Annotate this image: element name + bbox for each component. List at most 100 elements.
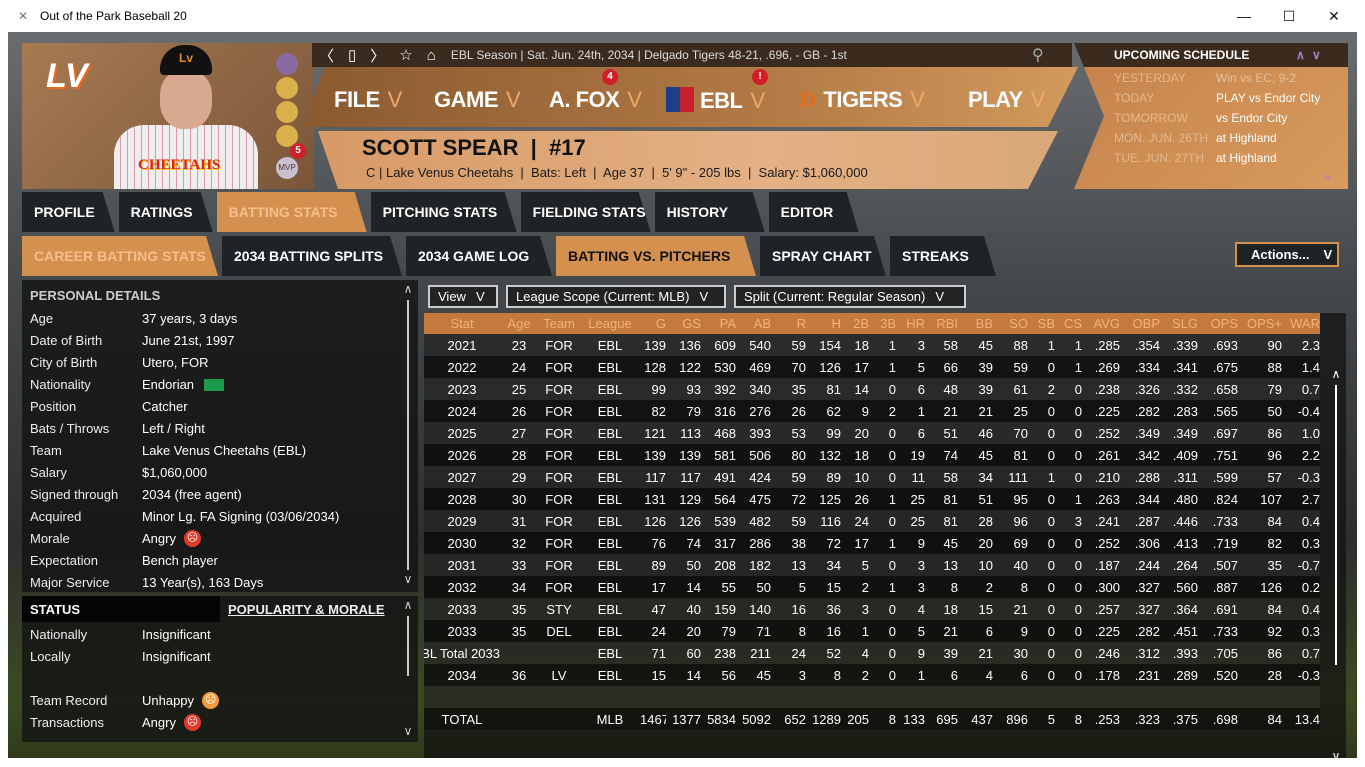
table-row[interactable] xyxy=(424,686,1320,708)
table-row[interactable]: 2032 34 FOR EBL 17 14 55 50 5 15 2 1 3 8 2 8 0 0.300.327.… xyxy=(424,576,1320,598)
column-header[interactable]: SLG xyxy=(1160,313,1198,334)
tab-history[interactable]: HISTORY xyxy=(655,192,765,232)
schedule-row[interactable]: MON. JUN. 26TH at Highland xyxy=(1114,131,1277,145)
table-row[interactable]: 2033 35 STY EBL 47 40 159 140 16 36 3 0 4 18 15 21 0 0.25… xyxy=(424,598,1320,620)
column-header[interactable]: Team xyxy=(538,313,580,334)
menu-league[interactable]: EBL V xyxy=(666,87,765,113)
table-row[interactable]: 2022 24 FOR EBL 128 122 530 469 70 126 17 1 5 66 39 59 0… xyxy=(424,356,1320,378)
view-dropdown[interactable]: View V xyxy=(428,285,498,308)
table-row[interactable]: 2031 33 FOR EBL 89 50 208 182 13 34 5 0 3 13 10 40 0 0.18… xyxy=(424,554,1320,576)
column-header[interactable]: WAR xyxy=(1282,313,1320,334)
scroll-down-icon[interactable]: ∨ xyxy=(1312,48,1321,62)
back-icon[interactable]: 〈 xyxy=(319,47,335,65)
tab-editor[interactable]: EDITOR xyxy=(769,192,859,232)
minimize-button[interactable]: — xyxy=(1237,8,1251,24)
column-header[interactable]: G xyxy=(640,313,666,334)
subtab-streaks[interactable]: STREAKS xyxy=(890,236,996,276)
column-header[interactable]: OPS xyxy=(1198,313,1238,334)
table-row[interactable]: 2026 28 FOR EBL 139 139 581 506 80 132 18 0 19 74 45 81… xyxy=(424,444,1320,466)
table-row[interactable]: 2034 36 LV EBL 15 14 56 45 3 8 2 0 1 6 4 6 0 0.178.231.28… xyxy=(424,664,1320,686)
star-icon[interactable]: ☆ xyxy=(399,47,413,64)
scroll-down-icon[interactable]: ∨ xyxy=(403,572,413,586)
column-header[interactable]: 3B xyxy=(869,313,896,334)
schedule-row[interactable]: YESTERDAY Win vs EC, 9-2 xyxy=(1114,71,1297,85)
tab-batting-stats[interactable]: BATTING STATS xyxy=(217,192,367,232)
trophy-award-icon[interactable] xyxy=(276,77,298,99)
subtab-career-batting[interactable]: CAREER BATTING STATS xyxy=(22,236,218,276)
column-header[interactable]: SB xyxy=(1028,313,1055,334)
column-header[interactable]: Age xyxy=(500,313,538,334)
scroll-down-icon[interactable]: ∨ xyxy=(403,724,413,738)
scrollbar[interactable] xyxy=(1335,385,1337,665)
scrollbar[interactable] xyxy=(407,300,409,570)
search-icon[interactable]: ⚲ xyxy=(1032,47,1044,64)
column-header[interactable]: AB xyxy=(736,313,771,334)
column-header[interactable]: BB xyxy=(958,313,993,334)
menu-game[interactable]: GAME V xyxy=(434,87,521,112)
subtab-spray-chart[interactable]: SPRAY CHART xyxy=(760,236,886,276)
schedule-row[interactable]: TODAY PLAY vs Endor City xyxy=(1114,91,1321,105)
actions-button[interactable]: Actions... V xyxy=(1235,242,1339,267)
close-button[interactable]: ✕ xyxy=(1328,8,1340,24)
column-header[interactable]: SO xyxy=(993,313,1028,334)
scroll-up-icon[interactable]: ∧ xyxy=(403,282,413,296)
table-row[interactable]: 2023 25 FOR EBL 99 93 392 340 35 81 14 0 6 48 39 61 2 0.2… xyxy=(424,378,1320,400)
scrollbar[interactable] xyxy=(407,616,409,676)
scroll-up-icon[interactable]: ∧ xyxy=(403,598,413,612)
column-header[interactable]: GS xyxy=(666,313,701,334)
maximize-button[interactable]: ☐ xyxy=(1282,8,1296,24)
mvp-award-icon[interactable]: MVP xyxy=(276,157,298,179)
tab-popularity-morale[interactable]: POPULARITY & MORALE xyxy=(228,602,385,617)
menu-team[interactable]: D TIGERS V xyxy=(800,87,925,112)
schedule-row[interactable]: TOMORROW vs Endor City xyxy=(1114,111,1288,125)
menu-play[interactable]: PLAY V xyxy=(968,87,1045,112)
menu-file[interactable]: FILE V xyxy=(334,87,402,112)
tab-ratings[interactable]: RATINGS xyxy=(119,192,213,232)
forward-icon[interactable]: 〉 xyxy=(370,47,386,65)
column-header[interactable]: RBI xyxy=(925,313,958,334)
trophy-award-icon[interactable] xyxy=(276,101,298,123)
column-header[interactable]: CS xyxy=(1055,313,1082,334)
split-dropdown[interactable]: Split (Current: Regular Season) V xyxy=(734,285,966,308)
column-header[interactable]: OPS+ xyxy=(1238,313,1282,334)
table-row[interactable]: 2028 30 FOR EBL 131 129 564 475 72 125 26 1 25 81 51 95… xyxy=(424,488,1320,510)
detail-value[interactable]: Lake Venus Cheetahs (EBL) xyxy=(142,443,307,458)
tab-status[interactable]: STATUS xyxy=(30,602,81,617)
scroll-down-icon[interactable]: ∨ xyxy=(1331,749,1341,758)
scroll-up-icon[interactable]: ∧ xyxy=(1331,367,1341,381)
scroll-up-icon[interactable]: ∧ xyxy=(1296,48,1305,62)
trophy-award-icon[interactable] xyxy=(276,125,298,147)
subtab-batting-splits[interactable]: 2034 BATTING SPLITS xyxy=(222,236,402,276)
column-header[interactable]: R xyxy=(771,313,806,334)
table-row[interactable]: EBL Total 2033EBL71602382112452409392130… xyxy=(424,642,1320,664)
column-header[interactable]: Stat xyxy=(424,313,500,334)
column-header[interactable]: AVG xyxy=(1082,313,1120,334)
table-row[interactable]: 2030 32 FOR EBL 76 74 317 286 38 72 17 1 9 45 20 69 0 0.2… xyxy=(424,532,1320,554)
column-header[interactable]: H xyxy=(806,313,841,334)
subtab-game-log[interactable]: 2034 GAME LOG xyxy=(406,236,552,276)
page-icon[interactable]: ▯ xyxy=(348,47,357,64)
column-header[interactable]: 2B xyxy=(841,313,869,334)
team-logo[interactable]: LV xyxy=(46,57,88,95)
subtab-batting-vs-pitchers[interactable]: BATTING VS. PITCHERS xyxy=(556,236,756,276)
table-row[interactable]: 2027 29 FOR EBL 117 117 491 424 59 89 10 0 11 58 34 111… xyxy=(424,466,1320,488)
home-icon[interactable]: ⌂ xyxy=(426,46,436,64)
total-row[interactable]: TOTAL MLB 1467 1377 5834 5092 652 1289 205 8 133 69… xyxy=(424,708,1320,730)
menu-manager[interactable]: A. FOX V xyxy=(549,87,642,112)
column-header[interactable]: PA xyxy=(701,313,736,334)
tab-profile[interactable]: PROFILE xyxy=(22,192,115,232)
column-header[interactable]: OBP xyxy=(1120,313,1160,334)
tab-fielding-stats[interactable]: FIELDING STATS xyxy=(521,192,651,232)
schedule-row[interactable]: TUE. JUN. 27TH at Highland xyxy=(1114,151,1277,165)
league-scope-dropdown[interactable]: League Scope (Current: MLB) V xyxy=(506,285,726,308)
table-row[interactable]: 2024 26 FOR EBL 82 79 316 276 26 62 9 2 1 21 21 25 0 0.22… xyxy=(424,400,1320,422)
table-row[interactable]: 2033 35 DEL EBL 24 20 79 71 8 16 1 0 5 21 6 9 0 0.225.282… xyxy=(424,620,1320,642)
column-header[interactable]: League xyxy=(580,313,640,334)
table-row[interactable]: 2021 23 FOR EBL 139 136 609 540 59 154 18 1 3 58 45 88 1… xyxy=(424,334,1320,356)
table-row[interactable]: 2029 31 FOR EBL 126 126 539 482 59 116 24 0 25 81 28 96… xyxy=(424,510,1320,532)
collapse-icon[interactable]: « xyxy=(1324,169,1332,184)
column-header[interactable]: HR xyxy=(896,313,925,334)
table-row[interactable]: 2025 27 FOR EBL 121 113 468 393 53 99 20 0 6 51 46 70 0 0… xyxy=(424,422,1320,444)
allstar-award-icon[interactable] xyxy=(276,53,298,75)
tab-pitching-stats[interactable]: PITCHING STATS xyxy=(371,192,517,232)
